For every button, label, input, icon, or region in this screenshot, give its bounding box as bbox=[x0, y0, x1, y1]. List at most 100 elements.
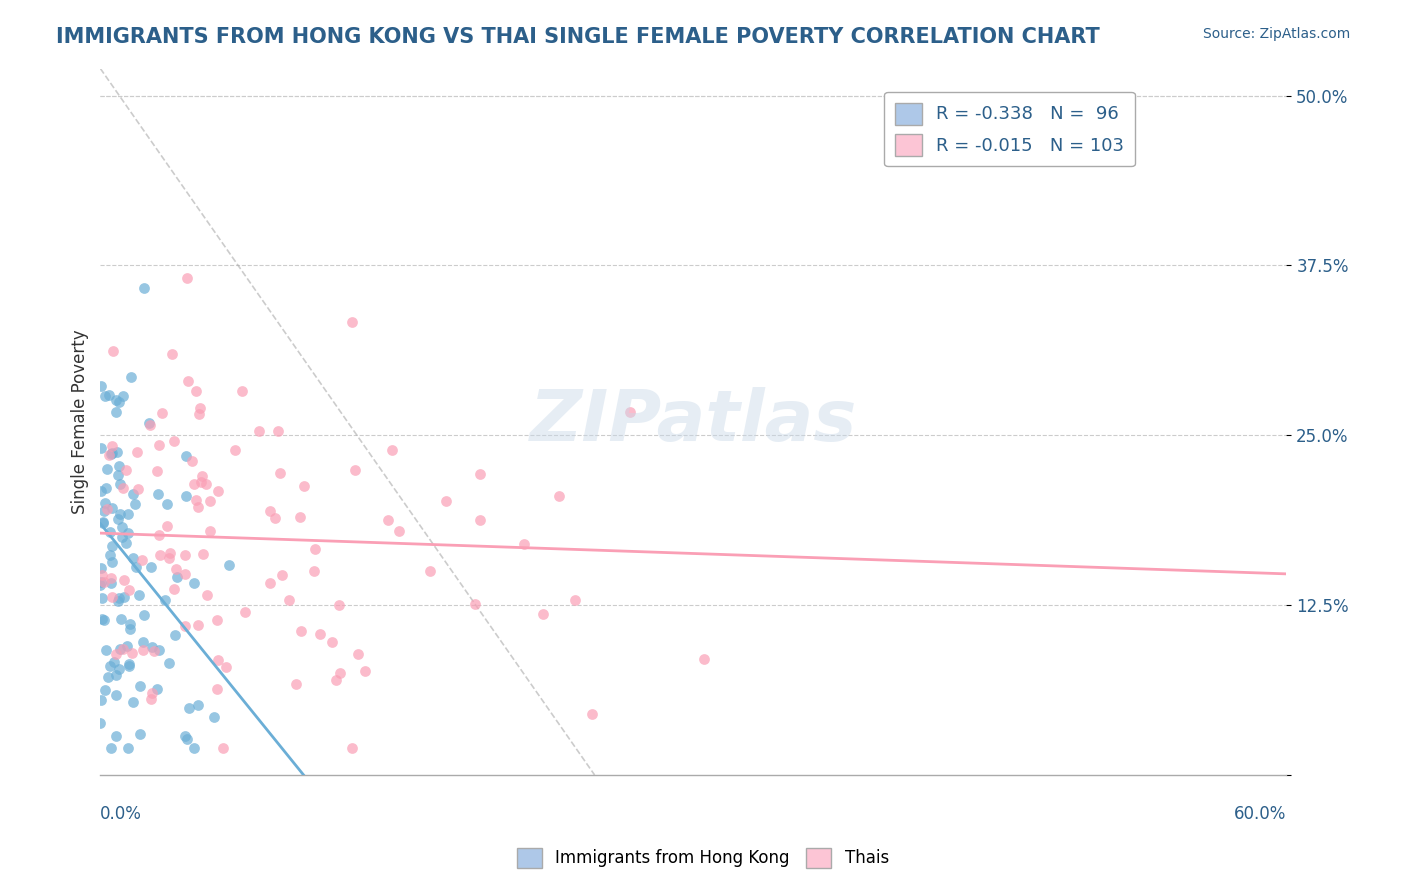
Point bbox=[156, 497, 179, 511]
Point bbox=[114, 536, 136, 550]
Legend: R = -0.338   N =  96, R = -0.015   N = 103: R = -0.338 N = 96, R = -0.015 N = 103 bbox=[884, 92, 1135, 167]
Point bbox=[100, 438, 122, 452]
Point bbox=[693, 652, 716, 666]
Point bbox=[179, 701, 201, 715]
Text: 60.0%: 60.0% bbox=[1234, 805, 1286, 823]
Point bbox=[96, 501, 118, 516]
Point bbox=[157, 656, 180, 670]
Point bbox=[235, 605, 257, 619]
Point bbox=[342, 315, 364, 329]
Point bbox=[470, 513, 492, 527]
Text: IMMIGRANTS FROM HONG KONG VS THAI SINGLE FEMALE POVERTY CORRELATION CHART: IMMIGRANTS FROM HONG KONG VS THAI SINGLE… bbox=[56, 27, 1099, 46]
Point bbox=[165, 562, 187, 576]
Point bbox=[224, 442, 246, 457]
Point bbox=[191, 469, 214, 483]
Point bbox=[267, 424, 290, 438]
Point bbox=[174, 449, 197, 463]
Point bbox=[117, 507, 139, 521]
Point bbox=[284, 676, 307, 690]
Point bbox=[581, 707, 603, 722]
Point bbox=[187, 698, 209, 713]
Point bbox=[156, 519, 179, 533]
Point bbox=[107, 661, 129, 675]
Point bbox=[146, 464, 169, 478]
Point bbox=[166, 570, 188, 584]
Point bbox=[325, 673, 347, 688]
Point bbox=[177, 374, 200, 388]
Point bbox=[215, 660, 238, 674]
Point bbox=[211, 740, 233, 755]
Point bbox=[100, 571, 122, 585]
Point bbox=[344, 463, 367, 477]
Point bbox=[100, 659, 122, 673]
Point bbox=[347, 647, 370, 661]
Point bbox=[187, 500, 209, 514]
Point bbox=[100, 740, 122, 755]
Point bbox=[89, 715, 111, 730]
Point bbox=[121, 646, 143, 660]
Point bbox=[108, 591, 131, 605]
Point bbox=[122, 487, 145, 501]
Point bbox=[128, 679, 150, 693]
Point bbox=[132, 608, 155, 623]
Point bbox=[112, 591, 135, 605]
Point bbox=[98, 449, 121, 463]
Text: 0.0%: 0.0% bbox=[100, 805, 142, 823]
Point bbox=[91, 567, 114, 582]
Point bbox=[94, 481, 117, 495]
Y-axis label: Single Female Poverty: Single Female Poverty bbox=[72, 329, 89, 514]
Point bbox=[98, 548, 121, 562]
Point bbox=[120, 616, 142, 631]
Point bbox=[100, 575, 122, 590]
Point bbox=[93, 496, 115, 510]
Point bbox=[381, 443, 404, 458]
Point bbox=[191, 547, 214, 561]
Point bbox=[249, 424, 271, 438]
Point bbox=[101, 446, 124, 460]
Point bbox=[183, 740, 205, 755]
Point bbox=[162, 347, 184, 361]
Point bbox=[619, 404, 641, 418]
Point bbox=[146, 681, 169, 696]
Point bbox=[104, 729, 127, 743]
Point bbox=[143, 643, 166, 657]
Point bbox=[111, 389, 134, 403]
Point bbox=[127, 482, 149, 496]
Point bbox=[148, 438, 170, 452]
Point bbox=[194, 476, 217, 491]
Point bbox=[93, 575, 115, 590]
Point bbox=[207, 613, 229, 627]
Point bbox=[118, 582, 141, 597]
Point bbox=[129, 726, 152, 740]
Point bbox=[104, 405, 127, 419]
Point bbox=[231, 384, 253, 398]
Point bbox=[174, 619, 197, 633]
Point bbox=[93, 682, 115, 697]
Point bbox=[132, 642, 155, 657]
Point bbox=[90, 561, 112, 575]
Point bbox=[94, 642, 117, 657]
Point bbox=[115, 639, 138, 653]
Point bbox=[110, 612, 132, 626]
Point bbox=[141, 686, 163, 700]
Point bbox=[105, 667, 128, 681]
Point bbox=[108, 507, 131, 521]
Point bbox=[111, 641, 134, 656]
Point bbox=[101, 591, 124, 605]
Point bbox=[125, 559, 148, 574]
Point bbox=[96, 462, 118, 476]
Point bbox=[141, 640, 163, 654]
Point bbox=[100, 447, 122, 461]
Point bbox=[90, 611, 112, 625]
Point bbox=[90, 441, 112, 455]
Point bbox=[139, 560, 162, 574]
Point bbox=[259, 504, 281, 518]
Point bbox=[114, 463, 136, 477]
Point bbox=[94, 389, 117, 403]
Point bbox=[188, 401, 211, 415]
Point bbox=[308, 627, 330, 641]
Point bbox=[184, 493, 207, 508]
Point bbox=[512, 537, 534, 551]
Point bbox=[112, 574, 135, 588]
Point bbox=[120, 622, 142, 636]
